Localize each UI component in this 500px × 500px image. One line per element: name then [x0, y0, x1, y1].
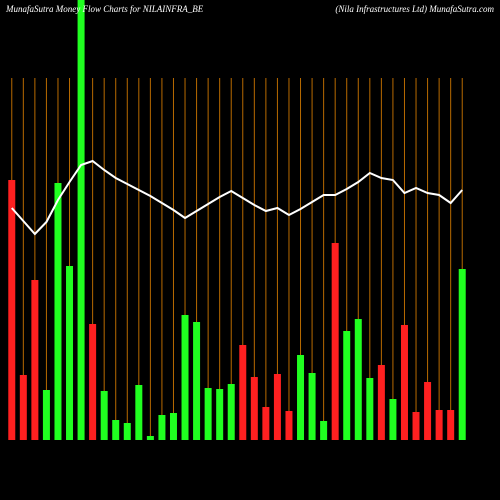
bar: [412, 412, 420, 440]
bar: [42, 390, 50, 440]
bar: [181, 315, 189, 440]
bar: [366, 378, 374, 440]
bar: [239, 345, 247, 440]
bar: [320, 421, 328, 440]
bar: [400, 325, 408, 440]
bar: [66, 266, 74, 440]
bar: [169, 413, 177, 440]
bar: [204, 388, 212, 440]
bar: [250, 377, 258, 440]
bar: [389, 399, 397, 440]
bar: [146, 436, 154, 440]
money-flow-line: [11, 159, 463, 236]
chart-title: MunafaSutra Money Flow Charts for NILAIN…: [5, 4, 204, 14]
bar: [135, 385, 143, 440]
bar: [262, 407, 270, 440]
bar: [54, 183, 62, 440]
bar: [285, 411, 293, 440]
bar: [77, 0, 85, 440]
bar: [273, 374, 281, 440]
bar: [216, 389, 224, 440]
bar: [158, 415, 166, 440]
bar: [112, 420, 120, 440]
bar: [308, 373, 316, 440]
bar: [89, 324, 97, 440]
chart-subtitle: (Nila Infrastructures Ltd) MunafaSutra.c…: [335, 4, 494, 14]
bar: [227, 384, 235, 440]
bar: [31, 280, 39, 440]
bar: [331, 243, 339, 440]
bar: [8, 180, 16, 440]
bar: [19, 375, 27, 440]
bar: [377, 365, 385, 440]
bar: [447, 410, 455, 440]
bar: [123, 423, 131, 440]
plot-area: [8, 0, 466, 440]
bar: [100, 391, 108, 440]
bar: [424, 382, 432, 440]
bar: [297, 355, 305, 440]
bar: [193, 322, 201, 440]
bar: [458, 269, 466, 440]
bar: [435, 410, 443, 440]
bar: [354, 319, 362, 440]
bar: [343, 331, 351, 440]
